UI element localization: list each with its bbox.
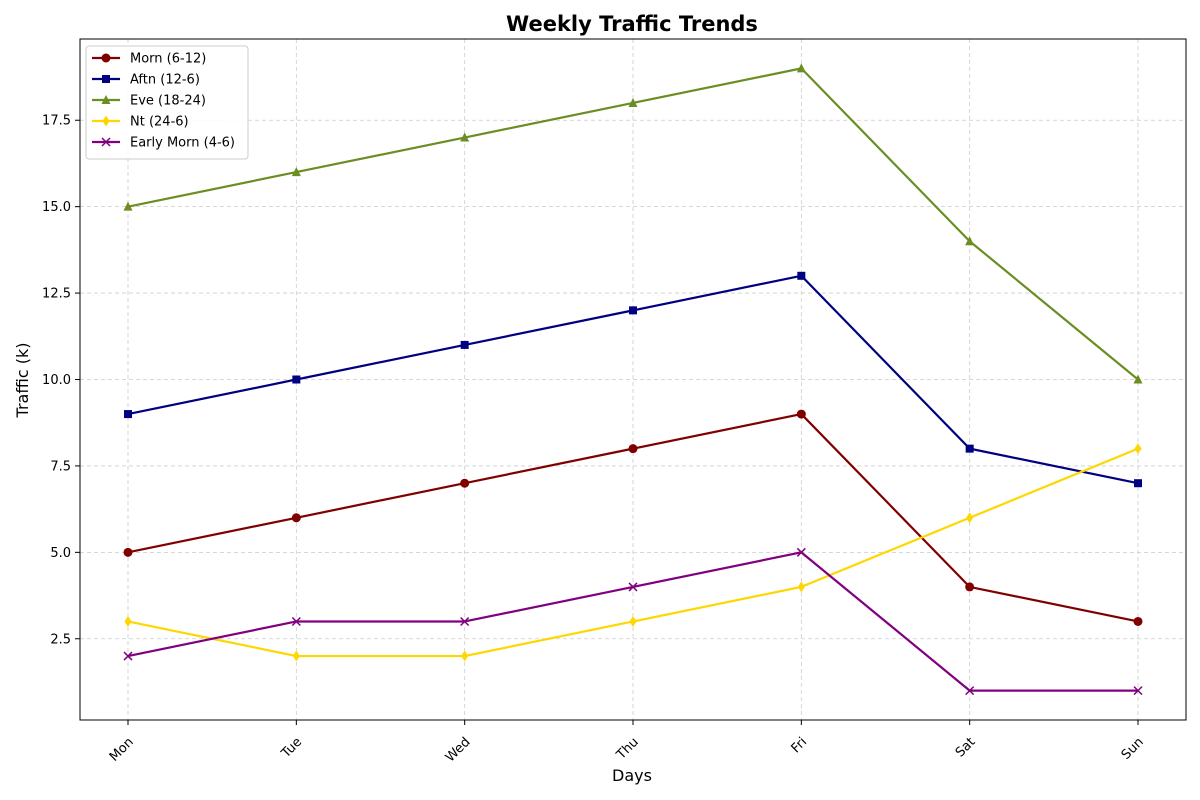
marker-square <box>292 375 301 384</box>
marker-triangle <box>460 132 470 142</box>
marker-triangle <box>796 63 806 73</box>
marker-diamond <box>797 581 805 593</box>
grid <box>80 39 1186 720</box>
y-tick-label: 5.0 <box>50 546 71 561</box>
marker-triangle <box>101 95 111 104</box>
legend: Morn (6-12) Aftn (12-6) Eve (18-24) Nt (24-… <box>85 45 249 160</box>
marker-square <box>965 444 974 453</box>
series-group <box>124 271 1142 488</box>
y-tick-label: 15.0 <box>42 200 71 215</box>
marker-circle <box>101 53 111 63</box>
marker-diamond <box>629 615 637 627</box>
marker-diamond <box>1134 443 1142 455</box>
marker-square <box>1134 479 1142 488</box>
marker-triangle <box>1133 374 1143 384</box>
series-group <box>123 547 1143 696</box>
legend-item: Morn (6-12) <box>92 52 206 67</box>
y-tick-label: 2.5 <box>50 632 71 647</box>
marker-triangle <box>123 201 133 211</box>
marker-triangle <box>628 97 638 107</box>
marker-x <box>796 547 806 557</box>
y-tick-label: 7.5 <box>50 459 71 474</box>
y-tick-label: 12.5 <box>42 287 71 302</box>
chart-title: Weekly Traffic Trends <box>506 12 758 36</box>
marker-diamond <box>102 115 110 127</box>
marker-circle <box>1133 616 1143 626</box>
legend-label: Morn (6-12) <box>130 52 206 67</box>
marker-x <box>965 686 975 696</box>
y-tick-label: 17.5 <box>42 114 71 129</box>
marker-circle <box>796 409 806 419</box>
legend-item: Nt (24-6) <box>92 115 189 130</box>
marker-triangle <box>291 167 301 177</box>
marker-x <box>101 137 111 147</box>
marker-diamond <box>461 650 469 662</box>
marker-circle <box>123 547 133 557</box>
marker-square <box>460 340 469 349</box>
y-axis-label: Traffic (k) <box>13 343 32 419</box>
series-group <box>124 443 1142 662</box>
marker-diamond <box>124 615 132 627</box>
marker-circle <box>965 582 975 592</box>
marker-x <box>460 616 470 627</box>
marker-triangle <box>965 236 975 246</box>
marker-square <box>629 306 637 315</box>
y-tick-label: 10.0 <box>42 373 71 388</box>
marker-diamond <box>966 512 974 524</box>
marker-x <box>291 616 301 627</box>
marker-square <box>797 271 806 280</box>
marker-x <box>628 582 638 592</box>
series-layer <box>123 63 1143 696</box>
legend-box <box>85 45 249 160</box>
legend-label: Aftn (12-6) <box>130 73 200 88</box>
legend-item: Early Morn (4-6) <box>92 136 235 151</box>
series-group <box>123 409 1143 626</box>
marker-circle <box>628 444 638 454</box>
x-axis-label: Days <box>612 766 652 785</box>
marker-square <box>102 75 110 83</box>
legend-label: Early Morn (4-6) <box>130 136 235 151</box>
marker-square <box>124 410 132 419</box>
legend-label: Nt (24-6) <box>130 115 189 130</box>
marker-circle <box>460 478 470 488</box>
legend-item: Aftn (12-6) <box>92 73 200 88</box>
marker-diamond <box>292 650 300 662</box>
legend-item: Eve (18-24) <box>92 94 206 109</box>
legend-label: Eve (18-24) <box>130 94 206 109</box>
marker-x <box>123 651 133 661</box>
marker-circle <box>291 513 301 523</box>
series-group <box>123 63 1143 384</box>
marker-x <box>1133 686 1143 696</box>
